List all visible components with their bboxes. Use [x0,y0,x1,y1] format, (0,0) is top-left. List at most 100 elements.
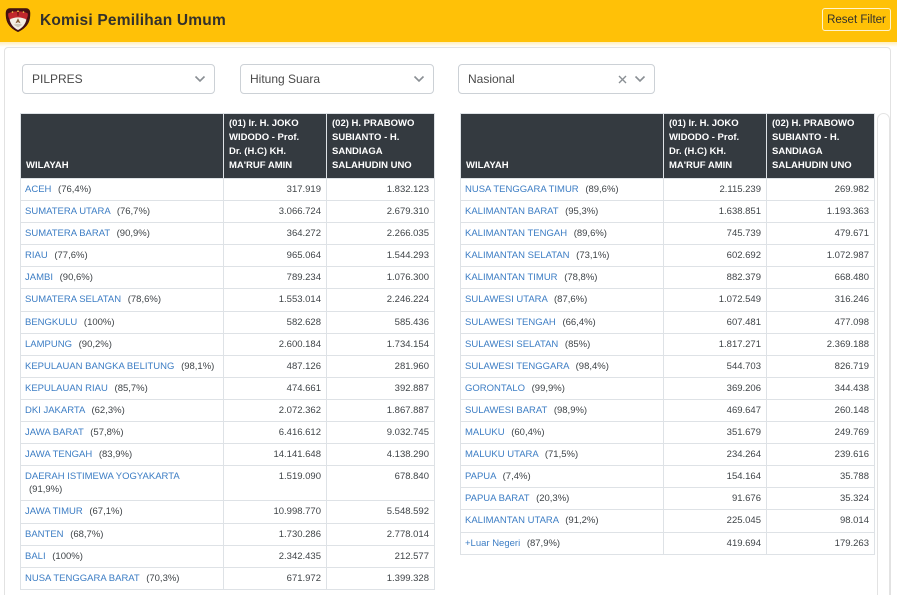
region-link[interactable]: SULAWESI BARAT [465,404,548,416]
table-row: BALI (100%) 2.342.435 212.577 [20,544,435,568]
region-progress: (87,6%) [554,294,588,306]
region-progress: (99,9%) [531,382,565,394]
region-progress: (83,9%) [98,449,133,461]
table-row: SUMATERA BARAT (90,9%) 364.272 2.266.035 [20,222,435,246]
election-type-select[interactable]: PILPRES [22,64,215,94]
region-link[interactable]: DAERAH ISTIMEWA YOGYAKARTA [25,471,180,483]
clear-icon[interactable] [617,74,628,85]
region-progress: (20,3%) [536,493,570,505]
region-link[interactable]: BALI [25,550,46,562]
column-header-candidate-02: (02) H. PRABOWO SUBIANTO - H. SANDIAGA S… [766,113,875,179]
region-link[interactable]: JAWA TIMUR [25,506,83,518]
table-header-row: WILAYAH (01) Ir. H. JOKO WIDODO - Prof. … [460,113,875,179]
region-link[interactable]: SULAWESI TENGGARA [465,360,569,372]
region-link[interactable]: RIAU [25,250,48,262]
count-mode-select[interactable]: Hitung Suara [240,64,434,94]
region-link[interactable]: PAPUA BARAT [465,493,530,505]
region-cell: MALUKU (60,4%) [460,421,664,445]
region-link[interactable]: NUSA TENGGARA TIMUR [465,184,579,195]
region-link[interactable]: KEPULAUAN BANGKA BELITUNG [25,360,175,372]
table-row: LAMPUNG (90,2%) 2.600.184 1.734.154 [20,332,435,356]
region-link[interactable]: SULAWESI TENGAH [465,316,556,328]
region-link[interactable]: MALUKU UTARA [465,449,539,461]
vote-count-02: 5.548.592 [326,500,435,524]
region-link[interactable]: SUMATERA SELATAN [25,294,122,306]
region-progress: (91,2%) [565,515,599,527]
region-link[interactable]: NUSA TENGGARA BARAT [25,572,140,584]
vote-count-01: 2.600.184 [223,332,327,356]
vote-count-02: 35.788 [766,465,875,489]
region-link[interactable]: JAWA TENGAH [25,449,93,461]
region-link[interactable]: SULAWESI UTARA [465,294,548,306]
scrollbar-thumb[interactable] [877,113,890,595]
table-row: NUSA TENGGARA TIMUR (89,6%) 2.115.239 269.… [460,177,875,202]
region-cell: NUSA TENGGARA BARAT (70,3%) [20,566,224,590]
reset-filter-button[interactable]: Reset Filter [822,8,891,31]
region-link[interactable]: KEPULAUAN RIAU [25,382,108,394]
region-link[interactable]: LAMPUNG [25,338,72,350]
region-link[interactable]: KALIMANTAN UTARA [465,515,559,527]
region-link[interactable]: BANTEN [25,528,64,540]
region-link[interactable]: KALIMANTAN BARAT [465,206,559,218]
region-link[interactable]: PAPUA [465,471,496,483]
region-cell: JAWA BARAT (57,8%) [20,421,224,445]
region-scope-select[interactable]: Nasional [458,64,655,94]
region-link[interactable]: KALIMANTAN TENGAH [465,228,568,240]
region-progress: (89,6%) [573,228,607,240]
chevron-down-icon[interactable] [634,75,646,83]
region-link[interactable]: ACEH [25,184,52,195]
vote-count-02: 1.076.300 [326,266,435,290]
vote-count-01: 6.416.612 [223,421,327,445]
region-link[interactable]: KALIMANTAN SELATAN [465,250,570,262]
vote-count-01: 1.638.851 [663,200,767,224]
region-link[interactable]: BENGKULU [25,316,78,328]
election-type-value: PILPRES [32,72,83,86]
vote-count-02: 269.982 [766,177,875,202]
table-row: GORONTALO (99,9%) 369.206 344.438 [460,376,875,400]
vote-count-02: 479.671 [766,222,875,246]
count-mode-value: Hitung Suara [250,72,321,86]
select-icons [194,75,206,83]
table-row: SULAWESI TENGGARA (98,4%) 544.703 826.719 [460,354,875,378]
top-navbar: Komisi Pemilihan Umum Reset Filter [0,0,897,42]
region-progress: (90,2%) [78,338,112,350]
region-progress: (98,1%) [181,360,215,372]
region-link[interactable]: MALUKU [465,427,505,439]
region-cell: ACEH (76,4%) [20,177,224,202]
region-link[interactable]: DKI JAKARTA [25,404,85,416]
region-cell: KALIMANTAN BARAT (95,3%) [460,200,664,224]
vote-count-01: 1.519.090 [223,465,327,502]
table-row: PAPUA (7,4%) 154.164 35.788 [460,465,875,489]
region-link[interactable]: SULAWESI SELATAN [465,338,559,350]
vote-count-02: 239.616 [766,443,875,467]
table-row: KALIMANTAN BARAT (95,3%) 1.638.851 1.193.3… [460,200,875,224]
region-link[interactable]: JAWA BARAT [25,427,84,439]
table-row: ACEH (76,4%) 317.919 1.832.123 [20,177,435,202]
vote-count-01: 91.676 [663,487,767,511]
region-cell: JAWA TIMUR (67,1%) [20,500,224,524]
region-link[interactable]: +Luar Negeri [465,537,521,549]
table-row: +Luar Negeri (87,9%) 419.694 179.263 [460,531,875,555]
vote-count-01: 745.739 [663,222,767,246]
region-progress: (7,4%) [502,471,531,483]
region-link[interactable]: SUMATERA BARAT [25,228,110,240]
table-row: SULAWESI SELATAN (85%) 1.817.271 2.369.188 [460,332,875,356]
vote-count-02: 1.399.328 [326,566,435,590]
region-cell: SULAWESI TENGAH (66,4%) [460,310,664,334]
region-link[interactable]: KALIMANTAN TIMUR [465,272,558,284]
vote-count-02: 35.324 [766,487,875,511]
vote-count-01: 2.072.362 [223,398,327,423]
region-link[interactable]: SUMATERA UTARA [25,206,111,218]
vote-count-01: 1.817.271 [663,332,767,356]
region-cell: DAERAH ISTIMEWA YOGYAKARTA (91,9%) [20,465,224,502]
vote-count-02: 2.266.035 [326,222,435,246]
region-cell: BENGKULU (100%) [20,310,224,334]
region-progress: (90,6%) [59,272,93,284]
region-progress: (57,8%) [90,427,124,439]
region-progress: (67,1%) [89,506,123,518]
region-link[interactable]: GORONTALO [465,382,525,394]
vote-count-02: 678.840 [326,465,435,502]
region-cell: KEPULAUAN BANGKA BELITUNG (98,1%) [20,354,224,378]
region-link[interactable]: JAMBI [25,272,53,284]
table-row: SULAWESI UTARA (87,6%) 1.072.549 316.246 [460,288,875,312]
